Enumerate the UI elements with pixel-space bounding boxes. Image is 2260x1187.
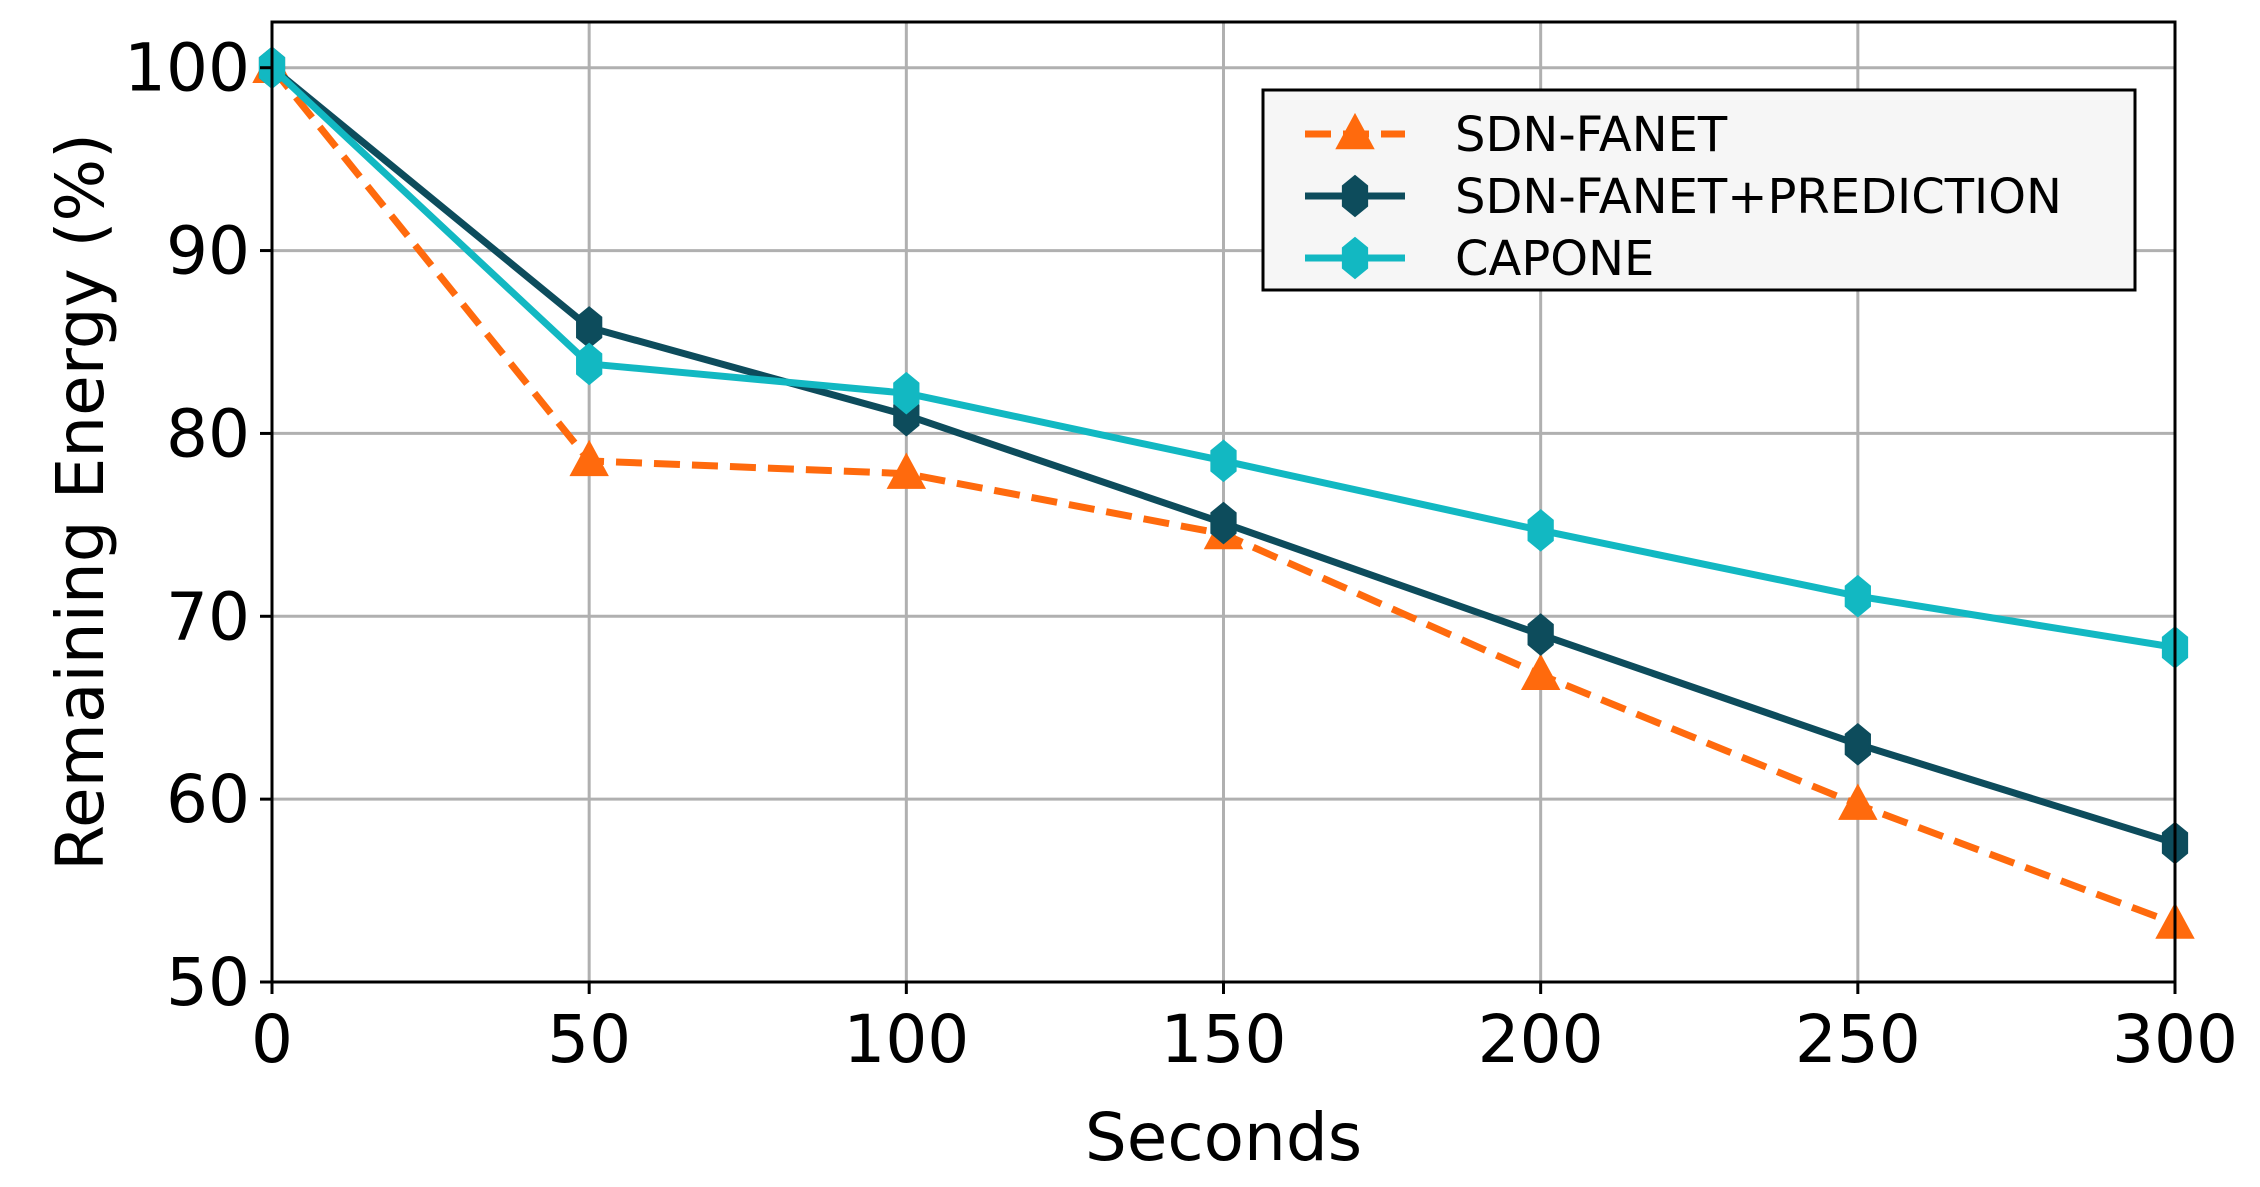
data-point [569, 439, 609, 477]
y-tick-label: 80 [166, 395, 250, 472]
data-point [1527, 613, 1554, 656]
legend-item: CAPONE [1305, 231, 1654, 287]
y-tick-label: 60 [166, 761, 250, 838]
x-tick-label: 50 [547, 1001, 631, 1078]
data-point [576, 342, 603, 386]
legend-item: SDN-FANET+PREDICTION [1305, 169, 2062, 225]
legend-marker [1341, 174, 1369, 218]
data-point [1520, 653, 1561, 691]
data-point [1210, 501, 1237, 545]
x-tick-label: 150 [1161, 1001, 1287, 1078]
data-point [1210, 439, 1237, 483]
y-tick-label: 100 [124, 30, 250, 107]
x-tick-label: 250 [1795, 1001, 1921, 1078]
data-point [1838, 783, 1878, 820]
data-point [893, 371, 920, 415]
legend-label: SDN-FANET [1455, 107, 1728, 163]
data-point [1527, 509, 1554, 552]
legend-item: SDN-FANET [1305, 107, 1728, 163]
legend-label: SDN-FANET+PREDICTION [1455, 169, 2062, 225]
y-tick-label: 90 [166, 213, 250, 290]
x-tick-label: 200 [1478, 1001, 1604, 1078]
data-point [1844, 574, 1871, 618]
legend-label: CAPONE [1455, 231, 1654, 287]
x-tick-label: 100 [843, 1001, 969, 1078]
x-tick-label: 300 [2112, 1001, 2238, 1078]
legend-box [1261, 88, 2137, 292]
y-tick-label: 50 [166, 944, 250, 1021]
legend: SDN-FANET SDN-FANET+PREDICTION CAPONE [1261, 88, 2137, 292]
legend-marker [1341, 236, 1369, 280]
data-point [1844, 722, 1871, 766]
plot-series [252, 46, 2195, 939]
x-axis-label: Seconds [1085, 1099, 1362, 1176]
x-tick-label: 0 [251, 1001, 293, 1078]
y-axis-label: Remaining Energy (%) [42, 133, 119, 871]
legend-marker [1335, 112, 1375, 150]
data-point [576, 306, 603, 349]
y-tick-label: 70 [166, 578, 250, 655]
data-point [886, 452, 927, 489]
legend-items: SDN-FANET SDN-FANET+PREDICTION CAPONE [1305, 107, 2062, 287]
